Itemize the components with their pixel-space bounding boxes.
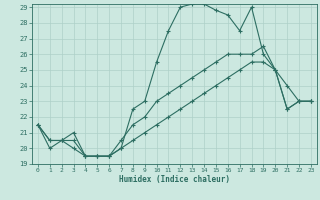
X-axis label: Humidex (Indice chaleur): Humidex (Indice chaleur) bbox=[119, 175, 230, 184]
